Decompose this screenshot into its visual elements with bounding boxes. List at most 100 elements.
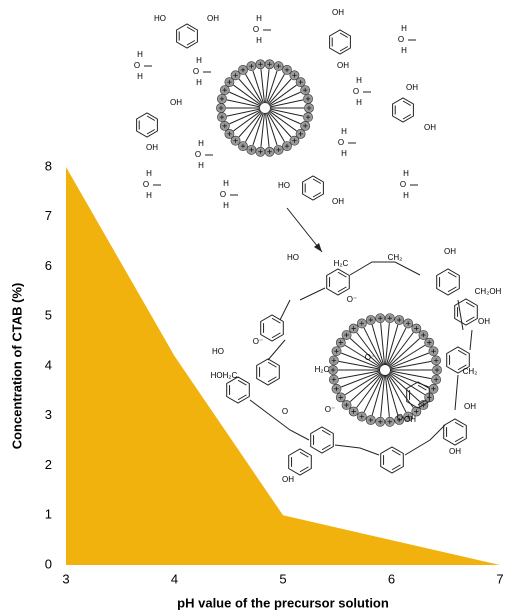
chem-label: H bbox=[341, 149, 347, 158]
arrow-head bbox=[314, 243, 322, 252]
double-bond bbox=[402, 114, 412, 120]
surfactant-tail bbox=[265, 69, 270, 104]
surfactant-tail bbox=[268, 110, 297, 132]
chem-label: CH₂OH bbox=[475, 287, 502, 296]
chem-label: O bbox=[400, 180, 406, 189]
double-bond bbox=[457, 349, 467, 356]
x-tick-label: 5 bbox=[279, 571, 286, 586]
chem-label: OH bbox=[449, 447, 461, 456]
surfactant-tail bbox=[260, 112, 265, 147]
chem-label: OH bbox=[207, 14, 219, 23]
double-bond bbox=[237, 394, 247, 401]
x-tick-label: 3 bbox=[62, 571, 69, 586]
double-bond bbox=[146, 129, 156, 135]
surfactant-tail bbox=[371, 374, 385, 416]
x-tick-label: 7 bbox=[496, 571, 503, 586]
charge bbox=[218, 105, 224, 111]
chem-label: H bbox=[403, 191, 409, 200]
surfactant-tail bbox=[389, 360, 432, 370]
charge bbox=[351, 326, 356, 331]
benzene-ring bbox=[176, 23, 198, 49]
y-tick-label: 5 bbox=[45, 308, 52, 323]
charge bbox=[330, 367, 336, 373]
double-bond bbox=[267, 361, 277, 368]
x-tick-label: 6 bbox=[388, 571, 395, 586]
benzene-ring bbox=[256, 358, 280, 386]
surfactant-tail bbox=[226, 99, 261, 108]
charge bbox=[276, 147, 281, 153]
charge bbox=[258, 149, 263, 154]
double-bond bbox=[417, 399, 427, 406]
double-bond bbox=[312, 178, 322, 184]
charge bbox=[227, 79, 232, 85]
x-axis-title: pH value of the precursor solution bbox=[177, 595, 389, 610]
charge bbox=[267, 62, 272, 67]
charge bbox=[267, 149, 272, 154]
surfactant-tail bbox=[229, 109, 261, 125]
chem-label: OH bbox=[146, 143, 158, 152]
double-bond bbox=[465, 301, 475, 308]
chem-label: OH bbox=[444, 247, 456, 256]
charge bbox=[302, 123, 308, 129]
benzene-ring bbox=[443, 418, 467, 446]
charge bbox=[344, 402, 349, 408]
benzene-ring bbox=[454, 298, 478, 326]
chem-label: O bbox=[193, 67, 199, 76]
double-bond bbox=[337, 271, 347, 278]
charge bbox=[331, 377, 337, 382]
double-bond bbox=[299, 466, 309, 473]
chem-label: OH bbox=[337, 61, 349, 70]
charge bbox=[433, 358, 439, 363]
surfactant-tail bbox=[338, 360, 381, 370]
double-bond bbox=[321, 444, 331, 451]
charge bbox=[258, 62, 263, 67]
surfactant-tail bbox=[269, 108, 304, 117]
charge bbox=[368, 317, 373, 323]
x-tick-label: 4 bbox=[171, 571, 178, 586]
surfactant-tail bbox=[389, 370, 432, 380]
double-bond bbox=[457, 364, 467, 371]
chem-label: H bbox=[196, 56, 202, 65]
chem-label: H bbox=[223, 201, 229, 210]
chem-label: OH bbox=[464, 402, 476, 411]
polymer-links bbox=[249, 261, 473, 456]
surfactant-tail bbox=[267, 73, 285, 104]
charge bbox=[249, 63, 254, 69]
surfactant-tail bbox=[238, 111, 263, 138]
surfactant-tail bbox=[363, 374, 384, 413]
chem-label: OH bbox=[282, 475, 294, 484]
double-bond bbox=[337, 286, 347, 293]
chem-label: OH bbox=[424, 123, 436, 132]
double-bond bbox=[312, 192, 322, 198]
chem-label: O bbox=[134, 61, 140, 70]
double-bond bbox=[391, 464, 401, 471]
surfactant-tail bbox=[238, 78, 263, 105]
surfactant-tail bbox=[265, 112, 270, 147]
y-tick-label: 7 bbox=[45, 208, 52, 223]
surfactant-tail bbox=[387, 332, 414, 367]
double-bond bbox=[271, 332, 281, 339]
chem-label: O bbox=[398, 35, 404, 44]
surfactant-tail bbox=[385, 374, 399, 416]
surfactant-tail bbox=[380, 323, 386, 366]
chem-label: O bbox=[220, 190, 226, 199]
y-tick-label: 8 bbox=[45, 158, 52, 173]
double-bond bbox=[146, 115, 156, 121]
charge bbox=[219, 114, 225, 120]
charge bbox=[331, 358, 337, 363]
surfactant-tail bbox=[388, 372, 421, 403]
surfactant-tail bbox=[349, 372, 382, 403]
chem-label: H bbox=[146, 191, 152, 200]
surfactant-tail bbox=[384, 374, 390, 417]
charge bbox=[351, 409, 356, 414]
charge bbox=[298, 79, 303, 85]
charge bbox=[421, 332, 426, 338]
chem-label: OH bbox=[406, 83, 418, 92]
benzene-ring bbox=[329, 29, 351, 55]
charge bbox=[219, 96, 225, 102]
arrow bbox=[286, 207, 323, 253]
charge bbox=[284, 67, 290, 73]
benzene-ring bbox=[226, 376, 250, 404]
surfactant-tail bbox=[363, 327, 384, 366]
y-tick-label: 1 bbox=[45, 507, 52, 522]
